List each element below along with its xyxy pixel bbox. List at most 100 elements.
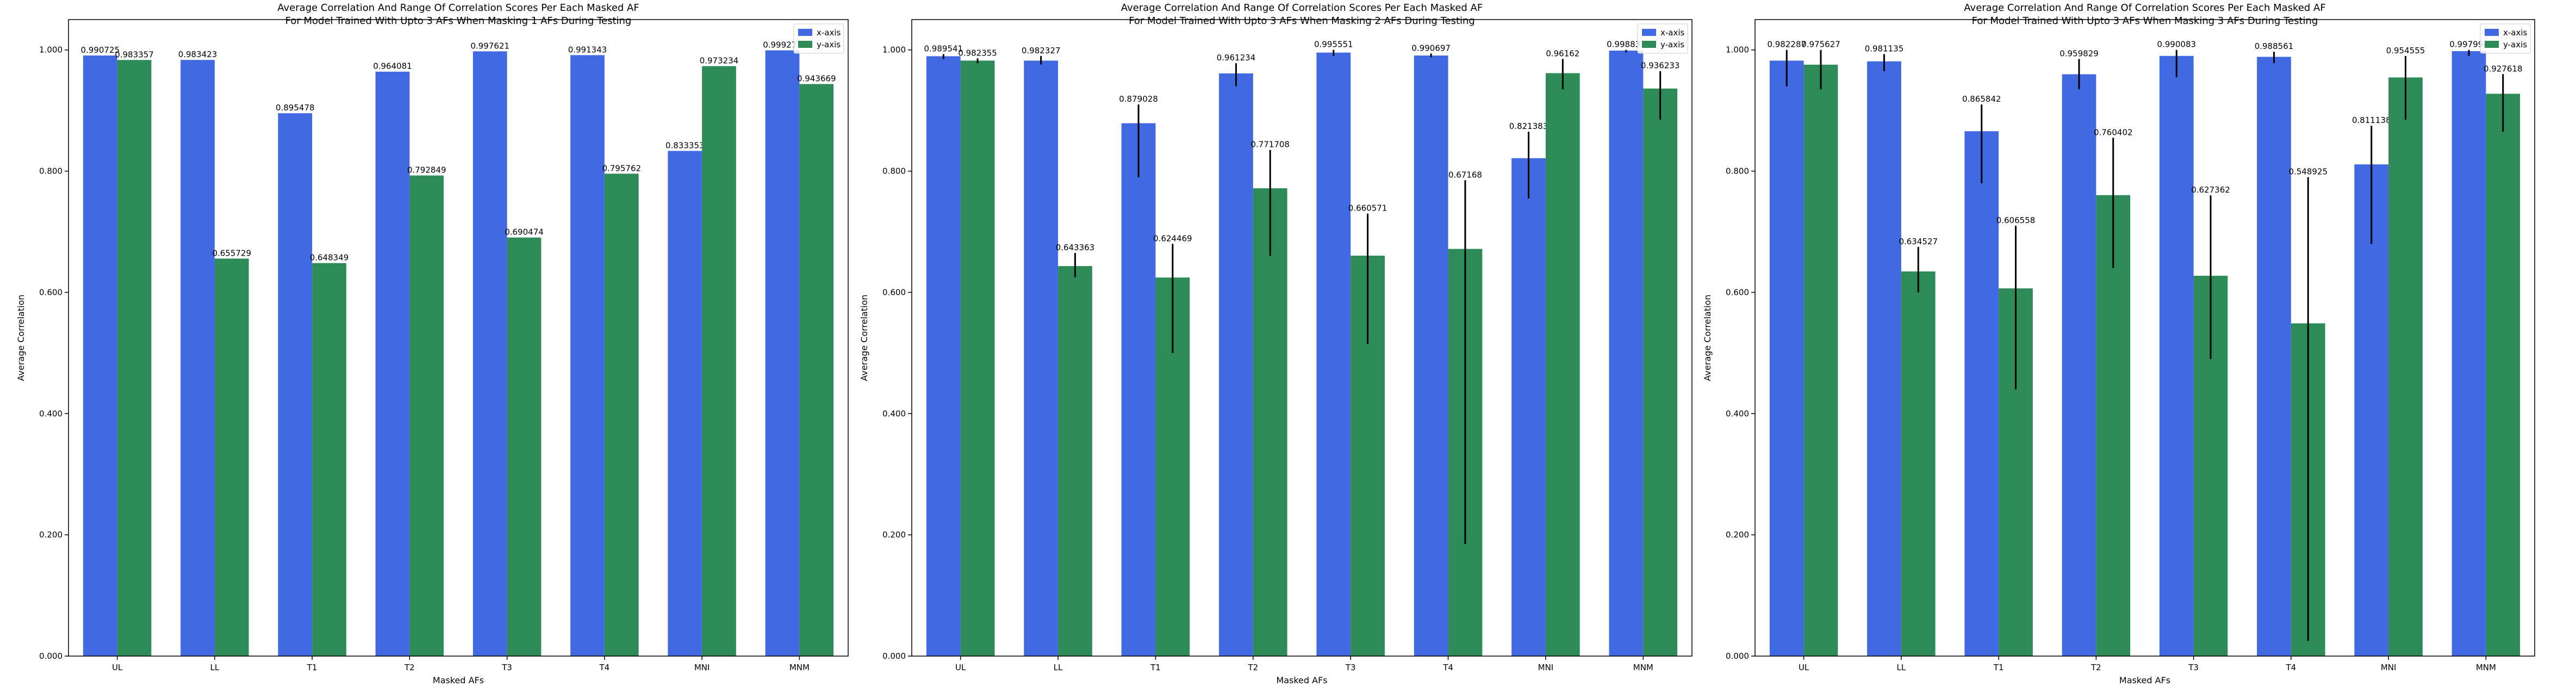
y-tick-label: 0.600 — [882, 287, 906, 297]
x-tick-label: UL — [1799, 663, 1809, 672]
x-tick-label: T3 — [2188, 663, 2199, 672]
legend-swatch-2 — [798, 41, 812, 48]
x-tick-label: T1 — [307, 663, 318, 672]
y-tick-label: 0.800 — [882, 166, 906, 176]
bar-MNI-y-axis — [702, 66, 736, 656]
bar-T4-x-axis — [2257, 57, 2291, 657]
data-label-T4-x-axis: 0.991343 — [568, 45, 607, 54]
x-tick-label: T4 — [2286, 663, 2297, 672]
data-label-MNI-y-axis: 0.973234 — [700, 56, 739, 66]
chart-subtitle: For Model Trained With Upto 3 AFs When M… — [1972, 15, 2318, 27]
chart-title: Average Correlation And Range Of Correla… — [1121, 2, 1483, 14]
data-label-UL-y-axis: 0.975627 — [1801, 40, 1840, 50]
data-label-T2-y-axis: 0.792849 — [407, 165, 446, 175]
data-label-LL-y-axis: 0.643363 — [1056, 243, 1095, 252]
y-tick-label: 0.600 — [1726, 287, 1749, 297]
legend-label-2: y-axis — [1660, 40, 1684, 50]
legend-label-1: x-axis — [817, 28, 841, 38]
bar-T2-y-axis — [2096, 195, 2131, 656]
y-tick-label: 1.000 — [882, 45, 906, 55]
bar-UL-x-axis — [926, 56, 961, 656]
y-axis-label: Average Correlation — [859, 294, 869, 381]
legend-swatch-2 — [2485, 41, 2499, 48]
bar-T1-x-axis — [278, 113, 313, 657]
x-tick-label: T3 — [1345, 663, 1356, 672]
legend-swatch-1 — [2485, 29, 2499, 36]
bar-T4-x-axis — [1414, 55, 1448, 657]
legend-label-2: y-axis — [817, 40, 841, 50]
bar-UL-x-axis — [83, 55, 117, 656]
data-label-T4-y-axis: 0.795762 — [602, 163, 641, 173]
y-tick-label: 0.200 — [882, 530, 906, 540]
x-tick-label: T2 — [1247, 663, 1258, 672]
bar-MNM-y-axis — [1643, 88, 1678, 657]
x-tick-label: MNI — [1538, 663, 1554, 672]
bar-T2-x-axis — [1219, 73, 1253, 657]
data-label-MNM-x-axis: 0.999277 — [763, 40, 802, 50]
legend-label-1: x-axis — [2503, 28, 2528, 38]
data-label-MNM-x-axis: 0.998831 — [1607, 40, 1646, 50]
legend-swatch-2 — [1642, 41, 1656, 48]
x-tick-label: MNM — [2476, 663, 2496, 672]
x-tick-label: UL — [112, 663, 123, 672]
x-tick-label: LL — [1897, 663, 1906, 672]
chart-panels: Average Correlation And Range Of Correla… — [16, 2, 2535, 685]
data-label-T4-y-axis: 0.67168 — [1448, 170, 1482, 180]
legend: x-axis y-axis — [793, 23, 844, 54]
x-tick-label: UL — [955, 663, 966, 672]
bar-UL-y-axis — [117, 60, 152, 656]
bar-LL-x-axis — [181, 60, 215, 657]
bar-UL-x-axis — [1769, 60, 1804, 656]
data-label-MNI-x-axis: 0.821383 — [1509, 121, 1548, 131]
x-tick-label: T2 — [2090, 663, 2101, 672]
bar-MNI-x-axis — [2354, 164, 2389, 656]
bar-MNI-y-axis — [1545, 73, 1580, 656]
data-label-T2-y-axis: 0.771708 — [1250, 140, 1290, 150]
data-label-T1-x-axis: 0.879028 — [1119, 94, 1158, 104]
bar-T3-x-axis — [472, 51, 507, 656]
bar-T1-x-axis — [1121, 123, 1156, 656]
chart-subtitle: For Model Trained With Upto 3 AFs When M… — [1129, 15, 1475, 27]
x-tick-label: T4 — [599, 663, 610, 672]
legend-swatch-1 — [1642, 29, 1656, 36]
data-label-LL-x-axis: 0.981135 — [1865, 44, 1904, 54]
x-tick-label: T1 — [1150, 663, 1161, 672]
chart-title: Average Correlation And Range Of Correla… — [277, 2, 639, 14]
bar-UL-y-axis — [960, 60, 995, 656]
bar-LL-x-axis — [1867, 61, 1901, 657]
y-tick-label: 0.400 — [1726, 409, 1749, 418]
x-tick-label: T2 — [404, 663, 415, 672]
axes-frame — [911, 19, 1693, 657]
bar-MNM-y-axis — [799, 84, 834, 656]
x-tick-label: LL — [1054, 663, 1063, 672]
data-label-UL-y-axis: 0.982355 — [958, 48, 997, 58]
series-2: 0.983357 0.655729 0.648349 0.792849 0.690474… — [115, 50, 836, 657]
legend: x-axis y-axis — [1637, 23, 1688, 54]
bar-T1-x-axis — [1964, 131, 1999, 656]
bar-T1-y-axis — [312, 263, 346, 657]
data-label-T3-x-axis: 0.997621 — [470, 41, 509, 51]
bar-T3-y-axis — [507, 237, 542, 656]
y-tick-label: 0.800 — [1726, 166, 1749, 176]
data-label-T3-x-axis: 0.995551 — [1314, 40, 1353, 50]
y-axis-label: Average Correlation — [16, 294, 26, 381]
bar-T4-y-axis — [604, 174, 639, 656]
x-axis-label: Masked AFs — [1276, 675, 1327, 685]
y-tick-label: 0.600 — [39, 287, 63, 297]
x-axis-label: Masked AFs — [2119, 675, 2170, 685]
bar-T2-y-axis — [1253, 188, 1287, 656]
x-tick-label: T4 — [1442, 663, 1453, 672]
data-label-MNI-x-axis: 0.833353 — [665, 140, 705, 150]
bar-LL-y-axis — [214, 258, 249, 656]
data-label-T1-x-axis: 0.865842 — [1962, 94, 2001, 104]
y-tick-label: 0.200 — [39, 530, 63, 540]
data-label-T4-x-axis: 0.988561 — [2255, 41, 2294, 51]
bar-MNI-y-axis — [2388, 77, 2423, 656]
x-tick-label: T1 — [1993, 663, 2004, 672]
series-2: 0.982355 0.643363 0.624469 0.771708 0.660571… — [958, 48, 1679, 657]
legend-swatch-1 — [798, 29, 812, 36]
data-label-T4-y-axis: 0.548925 — [2288, 167, 2328, 177]
y-tick-label: 1.000 — [39, 45, 63, 55]
data-label-MNM-x-axis: 0.997994 — [2449, 40, 2488, 50]
bar-UL-y-axis — [1803, 64, 1838, 656]
